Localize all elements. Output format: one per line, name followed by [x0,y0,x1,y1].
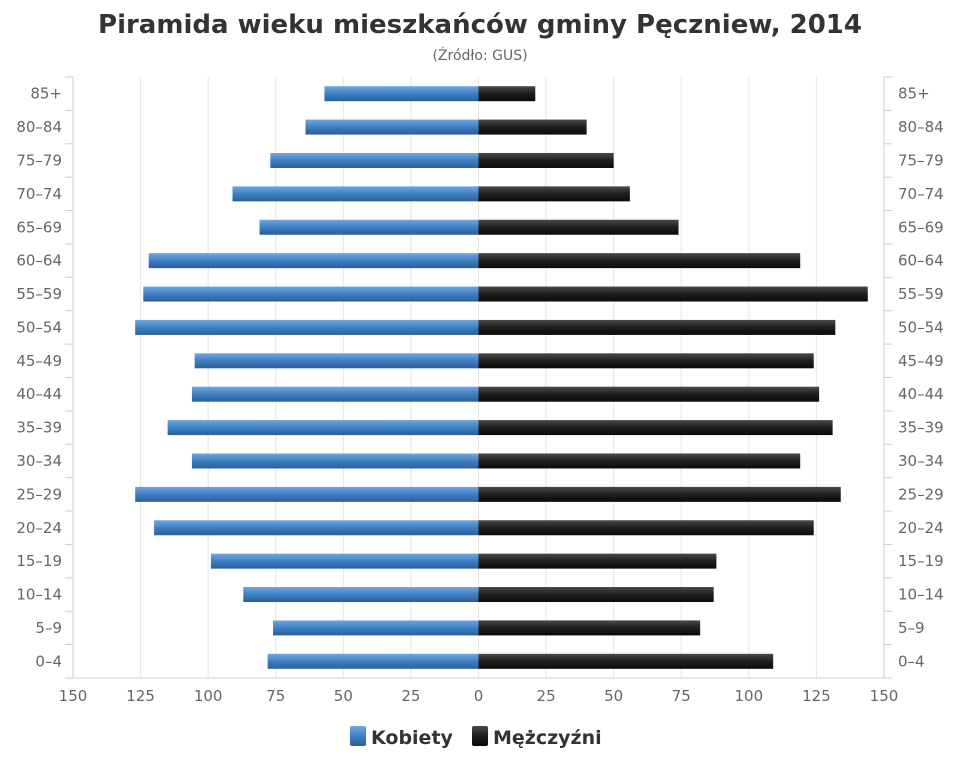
x-tick-label: 150 [870,687,899,705]
legend[interactable]: Kobiety Mężczyźni [350,726,602,749]
bar-female[interactable] [243,587,479,603]
legend-label: Mężczyźni [493,727,602,749]
category-label-right: 80–84 [898,118,944,136]
category-label-right: 0–4 [898,652,925,670]
legend-swatch [472,726,488,746]
category-label-right: 20–24 [898,519,944,537]
bar-male[interactable] [478,86,536,102]
category-label-left: 55–59 [16,285,62,303]
x-tick-label: 150 [59,687,88,705]
bar-male[interactable] [478,219,679,235]
chart-title: Piramida wieku mieszkańców gminy Pęcznie… [98,10,862,40]
bar-female[interactable] [191,386,479,402]
bar-female[interactable] [135,486,479,502]
x-tick-label: 25 [401,687,420,705]
legend-label: Kobiety [371,727,454,749]
bar-female[interactable] [167,420,479,436]
chart-subtitle: (Źródło: GUS) [432,46,527,64]
bar-female[interactable] [305,119,479,135]
category-label-right: 45–49 [898,352,944,370]
category-label-left: 10–14 [16,586,62,604]
x-tick-label: 50 [334,687,353,705]
bar-male[interactable] [478,420,833,436]
bar-male[interactable] [478,453,801,469]
bar-male[interactable] [478,620,701,636]
category-label-right: 10–14 [898,586,944,604]
bar-male[interactable] [478,353,814,369]
category-label-left: 50–54 [16,318,62,336]
bar-male[interactable] [478,286,868,302]
x-tick-label: 100 [735,687,764,705]
legend-item-male[interactable]: Mężczyźni [472,726,602,749]
category-label-right: 15–19 [898,552,944,570]
bar-female[interactable] [324,86,479,102]
category-labels: 85+ 85+ 80–84 80–84 75–79 75–79 70–74 70–74 65–6… [16,85,943,671]
category-label-left: 40–44 [16,385,62,403]
bar-male[interactable] [478,587,714,603]
legend-item-female[interactable]: Kobiety [350,726,454,749]
bar-male[interactable] [478,386,820,402]
x-tick-label: 0 [474,687,484,705]
bar-female[interactable] [259,219,479,235]
bar-female[interactable] [148,253,479,269]
axes: 150 125 100 75 50 25 0 25 50 75 100 125 150 [59,76,899,705]
x-tick-label: 125 [802,687,831,705]
category-label-right: 25–29 [898,485,944,503]
bar-female[interactable] [267,653,479,669]
category-label-left: 60–64 [16,252,62,270]
bar-male[interactable] [478,253,801,269]
category-label-right: 35–39 [898,419,944,437]
category-label-right: 55–59 [898,285,944,303]
x-tick-label: 25 [537,687,556,705]
bar-female[interactable] [232,186,479,202]
bar-male[interactable] [478,520,814,536]
bar-male[interactable] [478,553,717,569]
category-label-right: 85+ [898,85,930,103]
bars [135,86,868,669]
x-tick-label: 75 [266,687,285,705]
bar-female[interactable] [210,553,479,569]
category-label-left: 75–79 [16,151,62,169]
bar-male[interactable] [478,119,587,135]
category-label-left: 70–74 [16,185,62,203]
category-label-right: 50–54 [898,318,944,336]
bar-male[interactable] [478,186,630,202]
category-label-right: 40–44 [898,385,944,403]
category-label-right: 70–74 [898,185,944,203]
bar-female[interactable] [143,286,479,302]
bar-female[interactable] [273,620,479,636]
category-label-right: 5–9 [898,619,925,637]
bar-male[interactable] [478,152,614,168]
x-tick-label: 100 [194,687,223,705]
x-tick-label: 75 [672,687,691,705]
category-label-left: 80–84 [16,118,62,136]
bar-male[interactable] [478,319,836,335]
bar-male[interactable] [478,653,774,669]
category-label-right: 60–64 [898,252,944,270]
x-tick-label: 125 [126,687,155,705]
bar-female[interactable] [191,453,479,469]
category-label-right: 30–34 [898,452,944,470]
category-label-left: 45–49 [16,352,62,370]
category-label-left: 30–34 [16,452,62,470]
category-label-left: 65–69 [16,218,62,236]
bar-male[interactable] [478,486,841,502]
category-label-left: 5–9 [35,619,62,637]
legend-swatch [350,726,366,746]
category-label-left: 15–19 [16,552,62,570]
bar-female[interactable] [154,520,479,536]
category-label-left: 25–29 [16,485,62,503]
bar-female[interactable] [194,353,479,369]
category-label-left: 35–39 [16,419,62,437]
category-label-right: 75–79 [898,151,944,169]
category-label-left: 0–4 [35,652,62,670]
category-label-left: 20–24 [16,519,62,537]
bar-female[interactable] [135,319,479,335]
bar-female[interactable] [270,152,479,168]
category-label-right: 65–69 [898,218,944,236]
category-label-left: 85+ [30,85,62,103]
x-tick-label: 50 [604,687,623,705]
